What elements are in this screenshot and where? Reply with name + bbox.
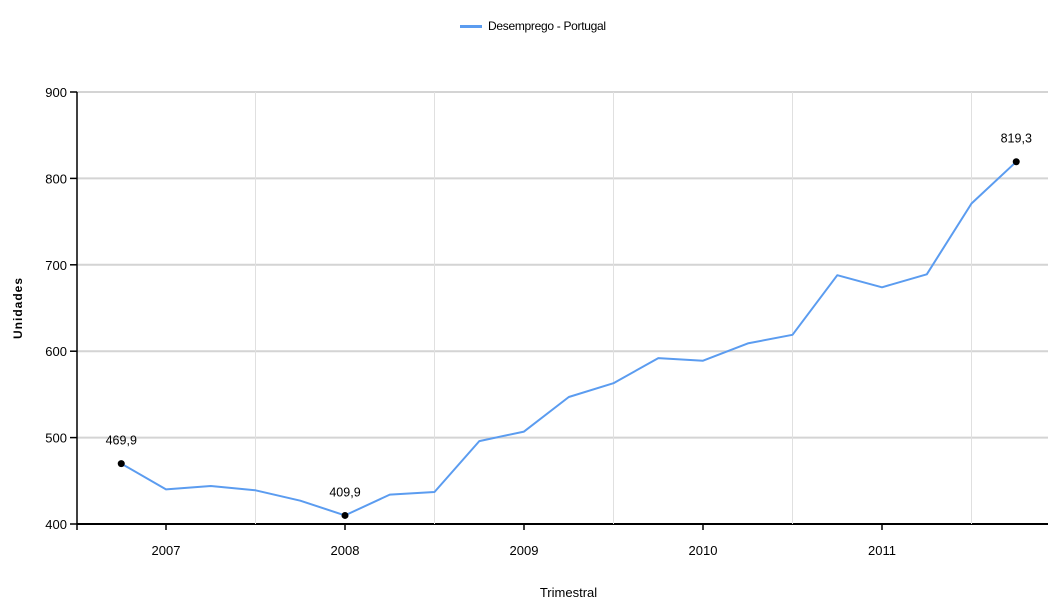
data-label: 409,9 [329, 485, 360, 499]
labels-group: 469,9 409,9 819,3 [106, 132, 1032, 519]
x-tick-label: 2009 [510, 543, 539, 558]
legend: Desemprego - Portugal [460, 16, 606, 36]
y-tick-label: 400 [45, 517, 67, 532]
legend-label: Desemprego - Portugal [488, 19, 606, 33]
x-axis-title: Trimestral [540, 585, 597, 600]
y-tick-label: 900 [45, 85, 67, 100]
series-line [120, 160, 1017, 517]
grid [77, 91, 1048, 525]
y-axis-title: Unidades [11, 277, 25, 339]
data-point-marker [341, 511, 349, 519]
x-tick-label: 2010 [689, 543, 718, 558]
x-tick-label: 2011 [868, 543, 896, 558]
legend-swatch [460, 24, 482, 28]
y-tick-label: 600 [45, 344, 67, 359]
y-tick-label: 500 [45, 431, 67, 446]
data-label: 469,9 [106, 434, 137, 448]
x-tick-label: 2008 [331, 543, 360, 558]
y-tick-label: 700 [45, 258, 67, 273]
data-label: 819,3 [1001, 132, 1032, 146]
y-tick-label: 800 [45, 171, 67, 186]
series-group [120, 160, 1017, 517]
data-point-marker [1012, 158, 1020, 166]
data-point-marker [117, 460, 125, 468]
axes: 400 500 600 700 800 900 2007 2008 2009 2010 2011 Un… [11, 85, 896, 600]
x-tick-label: 2007 [152, 543, 181, 558]
